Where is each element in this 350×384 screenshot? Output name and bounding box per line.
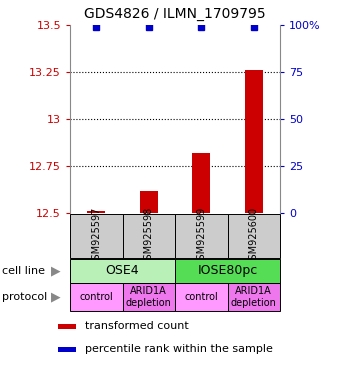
Bar [228,283,280,311]
Bar [175,214,228,258]
Text: GSM925599: GSM925599 [196,206,206,266]
Bar [228,214,280,258]
Text: protocol: protocol [2,292,47,302]
Bar [58,324,76,329]
Text: GSM925597: GSM925597 [91,206,101,266]
Text: GSM925598: GSM925598 [144,206,154,266]
Text: cell line: cell line [2,266,45,276]
Bar [70,259,175,283]
Text: IOSE80pc: IOSE80pc [197,264,258,277]
Bar [70,283,122,311]
Bar [192,153,210,213]
Text: control: control [79,292,113,302]
Title: GDS4826 / ILMN_1709795: GDS4826 / ILMN_1709795 [84,7,266,21]
Bar [70,214,122,258]
Text: ARID1A
depletion: ARID1A depletion [126,286,172,308]
Text: control: control [184,292,218,302]
Bar [87,211,105,213]
Bar [140,190,158,213]
Bar [122,214,175,258]
Bar [175,283,228,311]
Text: ARID1A
depletion: ARID1A depletion [231,286,277,308]
Text: OSE4: OSE4 [106,264,139,277]
Text: transformed count: transformed count [85,321,189,331]
Bar [122,283,175,311]
Bar [175,259,280,283]
Text: GSM925600: GSM925600 [249,207,259,265]
Bar [58,347,76,352]
Text: ▶: ▶ [51,291,61,304]
Text: percentile rank within the sample: percentile rank within the sample [85,344,273,354]
Text: ▶: ▶ [51,264,61,277]
Bar [245,70,263,213]
